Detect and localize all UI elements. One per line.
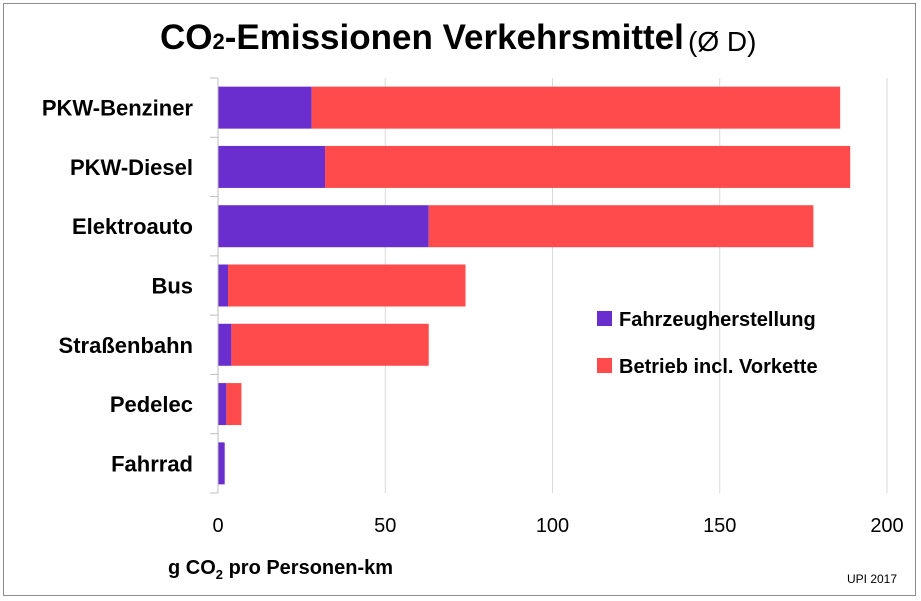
x-tick-label-200: 200 (870, 515, 903, 537)
bar-fahrzeugherstellung-1 (218, 145, 326, 188)
category-label: Pedelec (110, 392, 193, 417)
bars (218, 86, 851, 485)
legend-swatch-0 (597, 311, 612, 326)
category-label: Bus (151, 274, 193, 299)
bar-fahrzeugherstellung-3 (218, 264, 229, 307)
category-labels: PKW-Benziner PKW-Diesel Elektroauto Bus Stra… (42, 96, 194, 477)
bar-fahrzeugherstellung-0 (218, 86, 312, 129)
bar-betrieb-1 (325, 145, 851, 188)
bar-fahrzeugherstellung-5 (218, 383, 227, 426)
bar-betrieb-5 (226, 383, 242, 426)
x-tick-label-50: 50 (374, 515, 396, 537)
category-label: Elektroauto (72, 214, 193, 239)
chart-title-note: (Ø D) (688, 26, 757, 57)
bar-fahrzeugherstellung-6 (218, 442, 225, 485)
bar-betrieb-4 (231, 323, 429, 366)
bar-betrieb-3 (228, 264, 466, 307)
legend: Fahrzeugherstellung Betrieb incl. Vorkett… (597, 309, 818, 378)
source-note: UPI 2017 (847, 572, 898, 586)
chart-title: CO2-Emissionen Verkehrsmittel (160, 18, 684, 57)
bar-fahrzeugherstellung-4 (218, 323, 232, 366)
category-label: PKW-Benziner (42, 96, 194, 121)
chart-frame (3, 3, 916, 596)
x-axis-label: g CO2 pro Personen-km (168, 557, 394, 582)
axes (210, 77, 219, 494)
x-tick-label-100: 100 (536, 515, 569, 537)
bar-betrieb-0 (311, 86, 841, 129)
x-tick-label-150: 150 (703, 515, 736, 537)
bar-fahrzeugherstellung-2 (218, 205, 429, 248)
x-tick-label-0: 0 (212, 515, 223, 537)
legend-label-0: Fahrzeugherstellung (619, 309, 816, 331)
category-label: Straßenbahn (59, 333, 193, 358)
bar-betrieb-2 (428, 205, 814, 248)
x-tick-labels: 0 50 100 150 200 (212, 515, 903, 537)
legend-swatch-1 (597, 358, 612, 373)
category-label: PKW-Diesel (70, 155, 193, 180)
category-label: Fahrrad (111, 451, 193, 476)
legend-label-1: Betrieb incl. Vorkette (619, 356, 818, 378)
